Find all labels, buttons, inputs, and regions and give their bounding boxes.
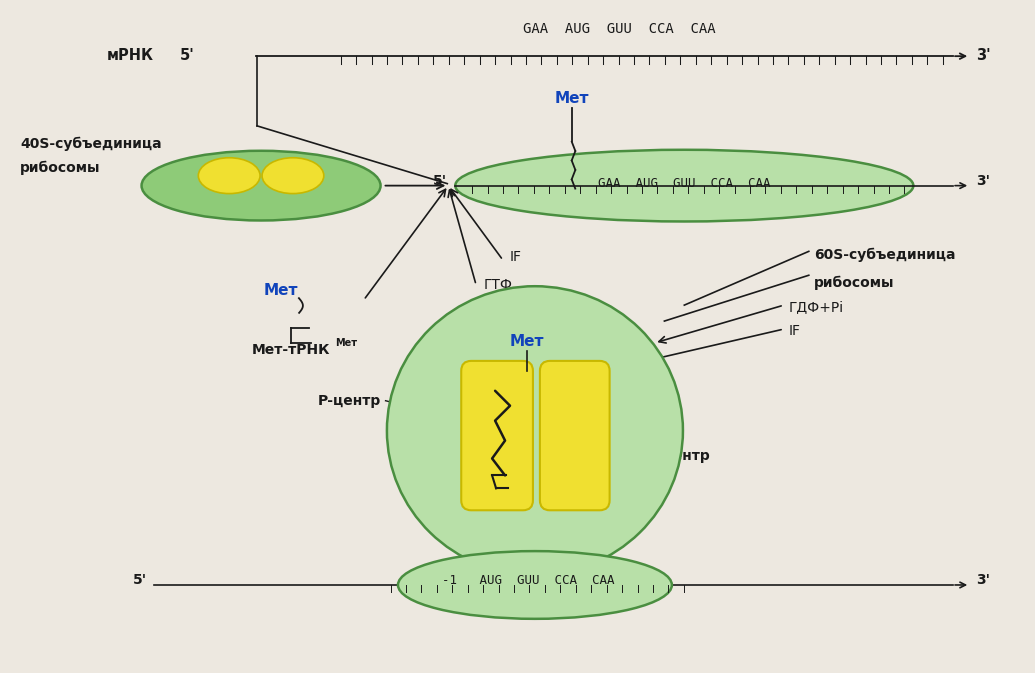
Text: IF: IF	[510, 250, 522, 264]
Text: Мет: Мет	[264, 283, 298, 297]
Ellipse shape	[199, 157, 260, 194]
Text: Мет: Мет	[334, 338, 357, 348]
FancyBboxPatch shape	[462, 361, 533, 510]
Text: -1   AUG  GUU  CCA  CAA: -1 AUG GUU CCA CAA	[442, 575, 614, 588]
Text: рибосомы: рибосомы	[814, 276, 894, 290]
Ellipse shape	[398, 551, 672, 619]
Ellipse shape	[262, 157, 324, 194]
Text: 3': 3'	[976, 48, 990, 63]
Text: 40S-субъединица: 40S-субъединица	[20, 137, 161, 151]
Text: 5': 5'	[132, 573, 147, 587]
Text: 3': 3'	[976, 573, 990, 587]
Text: Мет: Мет	[509, 334, 544, 349]
Text: Мет-тРНК: Мет-тРНК	[253, 343, 330, 357]
Text: Р-центр: Р-центр	[318, 394, 381, 408]
Text: Мет: Мет	[555, 91, 589, 106]
Text: GAA  AUG  GUU  CCA  CAA: GAA AUG GUU CCA CAA	[524, 22, 716, 36]
FancyBboxPatch shape	[540, 361, 610, 510]
Ellipse shape	[142, 151, 381, 221]
Text: мРНК: мРНК	[107, 48, 153, 63]
Text: ГДФ+Рi: ГДФ+Рi	[789, 300, 844, 314]
Text: 5': 5'	[179, 48, 195, 63]
Text: IF: IF	[789, 324, 801, 338]
Text: А-центр: А-центр	[647, 448, 710, 462]
Ellipse shape	[455, 150, 913, 221]
Text: GAA  AUG  GUU  CCA  CAA: GAA AUG GUU CCA CAA	[598, 177, 771, 190]
Text: 3': 3'	[976, 174, 990, 188]
Text: 60S-субъединица: 60S-субъединица	[814, 248, 955, 262]
Text: ГТФ: ГТФ	[483, 278, 512, 292]
Ellipse shape	[387, 286, 683, 575]
Text: рибосомы: рибосомы	[20, 161, 100, 175]
Text: 5': 5'	[434, 174, 447, 188]
